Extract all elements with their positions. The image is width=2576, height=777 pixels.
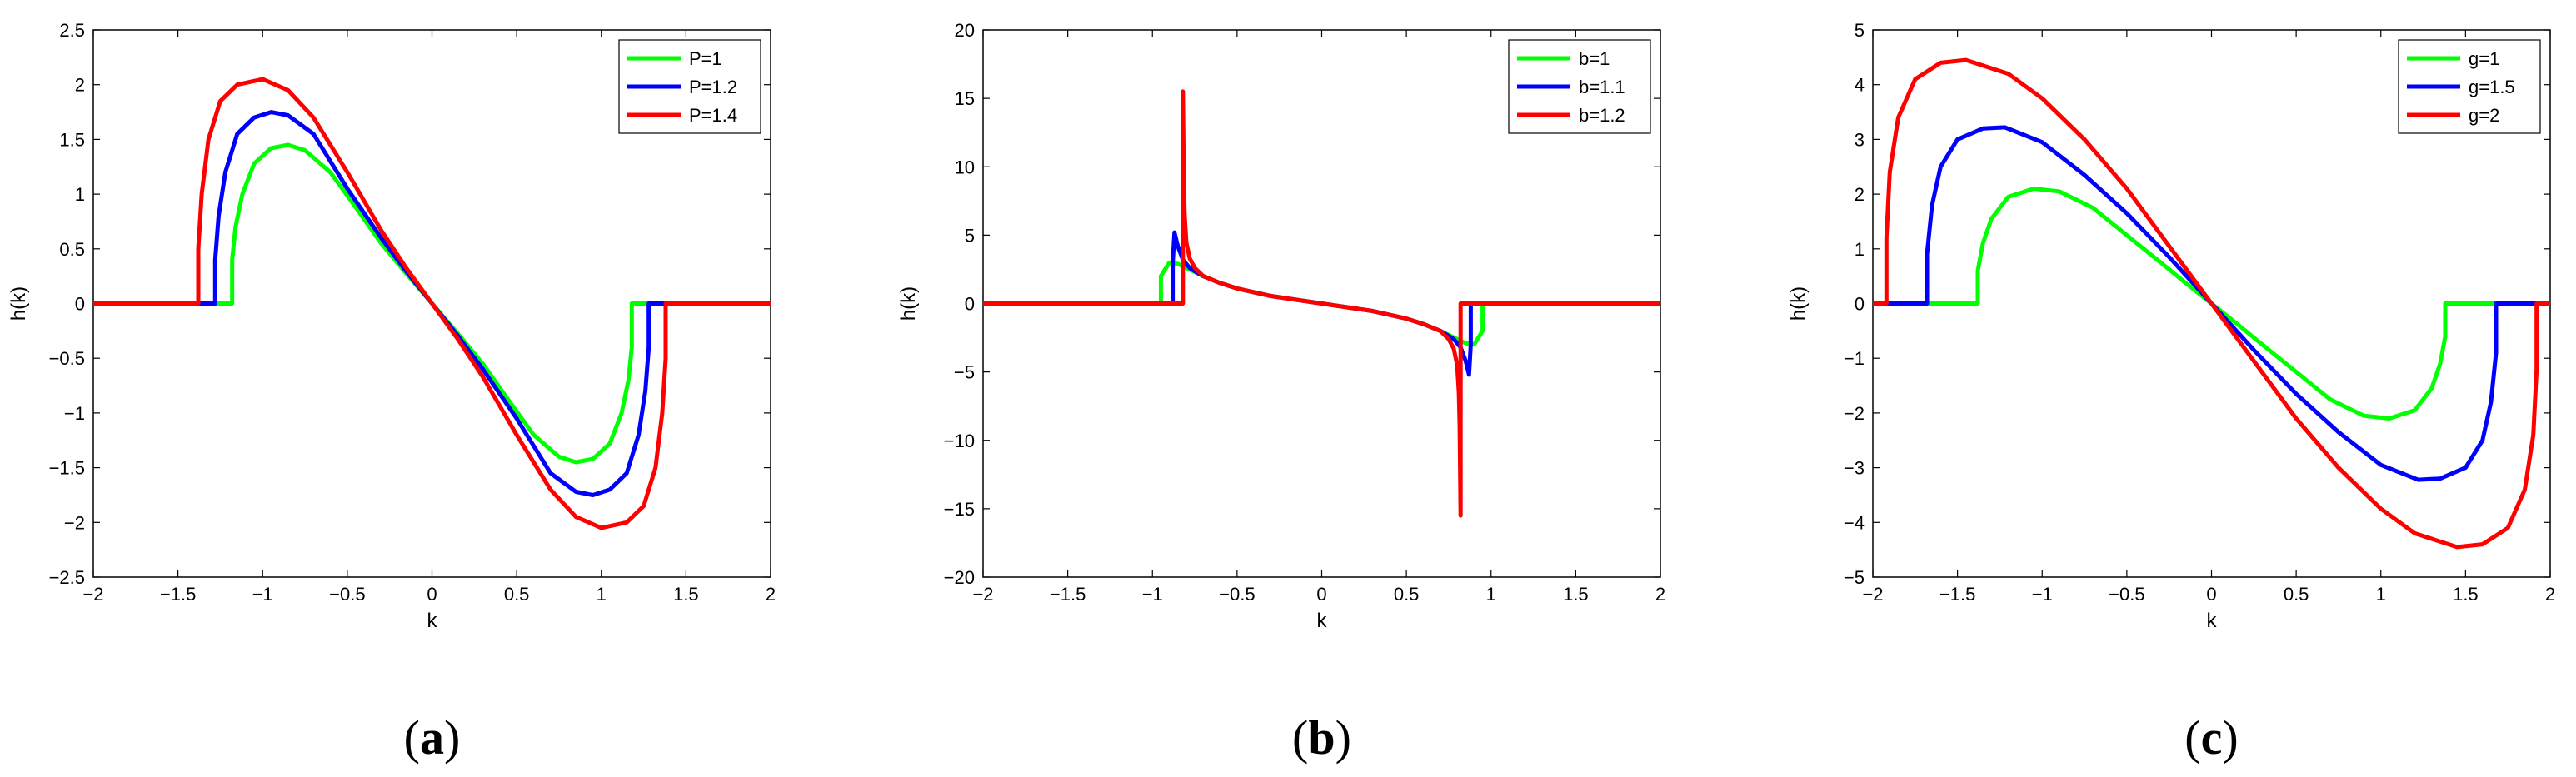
y-tick-label: −2	[64, 512, 85, 533]
y-tick-label: −1.5	[49, 458, 85, 479]
legend-label: P=1	[689, 48, 722, 69]
legend-label: g=1	[2469, 48, 2499, 69]
y-axis-label: h(k)	[1787, 286, 1810, 321]
x-axis-label: k	[2207, 610, 2218, 632]
chart-panel-3: −2 −1.5 −1 −0.5 0 0.5 1 1.5 2 −5 −4 −3 −2 −1 0 1 2 3 4 5 k h(…	[1787, 20, 2555, 765]
x-tick-label: 0	[1316, 584, 1326, 605]
legend: g=1 g=1.5 g=2	[2398, 39, 2541, 134]
y-tick-label: 1	[1855, 239, 1865, 260]
legend: P=1 P=1.2 P=1.4	[618, 39, 761, 134]
x-tick-label: 0.5	[504, 584, 530, 605]
chart-panel-2: −2 −1.5 −1 −0.5 0 0.5 1 1.5 2 −20 −15 −10 −5 0 5 10 15 20…	[897, 20, 1665, 765]
x-tick-label: −2	[1862, 584, 1883, 605]
y-tick-label: 5	[965, 225, 975, 246]
x-tick-label: −2	[972, 584, 993, 605]
y-tick-label: 2	[1855, 184, 1865, 205]
x-tick-label: 1.5	[2453, 584, 2479, 605]
x-tick-label: −0.5	[2109, 584, 2144, 605]
x-tick-label: 0.5	[2284, 584, 2309, 605]
legend-label: b=1.1	[1579, 77, 1625, 97]
y-tick-label: 1.5	[59, 129, 85, 150]
legend-label: b=1.2	[1579, 105, 1625, 126]
y-axis-label: h(k)	[897, 286, 920, 321]
series-line-g=2	[1873, 57, 2550, 550]
x-tick-label: 2	[2545, 584, 2555, 605]
y-tick-label: 3	[1855, 129, 1865, 150]
y-tick-label: 1	[75, 184, 85, 205]
y-tick-label: −1	[64, 403, 85, 424]
y-tick-label: −3	[1844, 458, 1865, 479]
x-tick-label: −1	[252, 584, 273, 605]
x-axis-label: k	[1317, 610, 1328, 632]
y-tick-label: 0	[965, 294, 975, 315]
legend-label: g=2	[2469, 105, 2499, 126]
y-tick-label: −5	[954, 362, 975, 383]
y-tick-label: 0.5	[59, 239, 85, 260]
x-tick-label: 2	[766, 584, 776, 605]
x-tick-label: −1.5	[160, 584, 196, 605]
y-axis-label: h(k)	[7, 286, 30, 321]
x-tick-label: −1	[1142, 584, 1163, 605]
panel-caption: (a)	[404, 710, 461, 765]
y-tick-label: −20	[944, 567, 975, 588]
series-line-b=1.2	[983, 89, 1660, 518]
x-tick-label: 2	[1655, 584, 1665, 605]
x-tick-label: −1.5	[1050, 584, 1086, 605]
y-tick-label: −2.5	[49, 567, 85, 588]
x-tick-label: −1	[2032, 584, 2053, 605]
legend-label: g=1.5	[2469, 77, 2515, 97]
x-axis-label: k	[427, 610, 438, 632]
x-tick-label: −2	[82, 584, 103, 605]
y-tick-label: 10	[955, 157, 975, 177]
panel-caption: (b)	[1292, 710, 1351, 765]
y-tick-label: 4	[1855, 75, 1865, 96]
y-tick-label: 0	[75, 294, 85, 315]
legend-label: P=1.4	[689, 105, 737, 126]
legend: b=1 b=1.1 b=1.2	[1508, 39, 1651, 134]
x-tick-label: −0.5	[1219, 584, 1255, 605]
x-tick-label: 0	[2206, 584, 2216, 605]
legend-label: P=1.2	[689, 77, 737, 97]
legend-label: b=1	[1579, 48, 1610, 69]
x-tick-label: 0	[427, 584, 437, 605]
y-tick-label: −2	[1844, 403, 1865, 424]
y-tick-label: 0	[1855, 294, 1865, 315]
x-tick-label: −1.5	[1939, 584, 1975, 605]
y-tick-label: −5	[1844, 567, 1865, 588]
y-tick-label: −1	[1844, 348, 1865, 369]
x-tick-label: 1	[1486, 584, 1496, 605]
y-tick-label: 2	[75, 75, 85, 96]
y-tick-label: −0.5	[49, 348, 85, 369]
x-tick-label: −0.5	[329, 584, 365, 605]
x-tick-label: 1.5	[673, 584, 699, 605]
y-tick-label: 5	[1855, 20, 1865, 41]
y-tick-label: −15	[944, 499, 975, 520]
y-tick-label: 2.5	[59, 20, 85, 41]
y-tick-label: −4	[1844, 512, 1865, 533]
y-tick-label: −10	[944, 431, 975, 451]
panel-caption: (c)	[2184, 710, 2238, 765]
series-line-P=1.4	[93, 77, 771, 530]
x-tick-label: 0.5	[1394, 584, 1420, 605]
x-tick-label: 1	[597, 584, 607, 605]
x-tick-label: 1.5	[1563, 584, 1589, 605]
y-tick-label: 20	[955, 20, 975, 41]
x-tick-label: 1	[2376, 584, 2386, 605]
y-tick-label: 15	[955, 88, 975, 109]
chart-panel-1: −2 −1.5 −1 −0.5 0 0.5 1 1.5 2−2.5−2−1.5−1−0.500.…	[7, 20, 776, 765]
